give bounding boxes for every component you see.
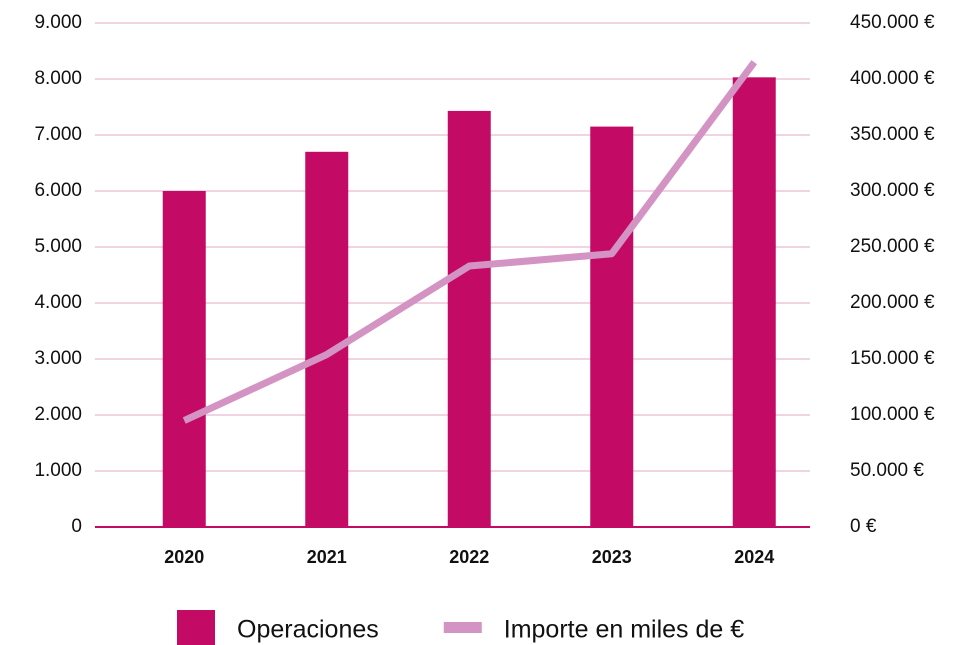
y2-tick-label: 400.000 € [850, 68, 935, 89]
y2-tick-label: 200.000 € [850, 292, 935, 313]
y2-tick-label: 350.000 € [850, 124, 935, 145]
y-tick-label: 3.000 [34, 348, 82, 369]
y-tick-label: 9.000 [34, 12, 82, 33]
y2-tick-label: 250.000 € [850, 236, 935, 257]
legend-swatch [443, 622, 482, 633]
y-tick-label: 4.000 [34, 292, 82, 313]
y2-tick-label: 100.000 € [850, 404, 935, 425]
y2-tick-label: 300.000 € [850, 180, 935, 201]
y-tick-label: 7.000 [34, 124, 82, 145]
legend-swatch [177, 610, 215, 645]
y2-tick-label: 0 € [850, 516, 877, 537]
y-tick-label: 2.000 [34, 404, 82, 425]
line [182, 60, 758, 424]
y-tick-label: 0 [71, 516, 82, 537]
bar [305, 151, 349, 528]
x-tick-label: 2022 [449, 547, 489, 567]
bar [732, 77, 776, 527]
bar [162, 191, 206, 527]
x-tick-label: 2024 [734, 547, 774, 567]
y2-tick-label: 50.000 € [850, 460, 924, 481]
y2-tick-label: 150.000 € [850, 348, 935, 369]
bar [447, 110, 491, 528]
y-tick-label: 8.000 [34, 68, 82, 89]
legend-label: Operaciones [237, 616, 379, 644]
y-tick-label: 1.000 [34, 460, 82, 481]
y2-tick-label: 450.000 € [850, 12, 935, 33]
y-tick-label: 5.000 [34, 236, 82, 257]
x-tick-label: 2023 [592, 547, 632, 567]
legend-label: Importe en miles de € [504, 616, 744, 644]
bar [590, 126, 634, 527]
x-tick-label: 2020 [164, 547, 204, 567]
x-tick-label: 2021 [307, 547, 347, 567]
y-tick-label: 6.000 [34, 180, 82, 201]
